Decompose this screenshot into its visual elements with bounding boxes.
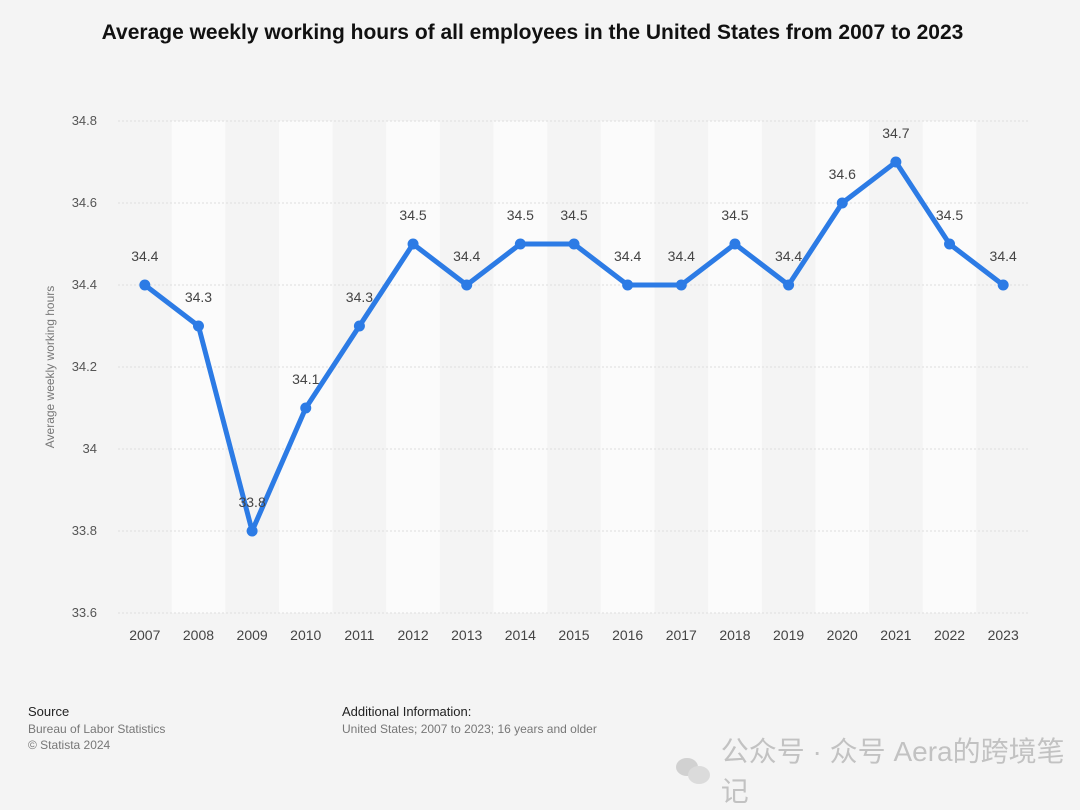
data-label-2022: 34.5: [936, 207, 963, 223]
data-point-2015: [568, 238, 580, 250]
x-tick-label: 2008: [183, 627, 214, 643]
x-tick-label: 2013: [451, 627, 482, 643]
data-point-2018: [729, 238, 741, 250]
additional-info-text: United States; 2007 to 2023; 16 years an…: [342, 722, 597, 736]
data-point-2023: [997, 279, 1009, 291]
source-block: Source Bureau of Labor Statistics © Stat…: [28, 704, 165, 753]
data-point-2017: [675, 279, 687, 291]
x-tick-label: 2017: [666, 627, 697, 643]
x-tick-label: 2007: [129, 627, 160, 643]
gridlines: [118, 120, 1030, 614]
source-line-1: Bureau of Labor Statistics: [28, 722, 166, 736]
data-labels: 34.4 34.3 33.8 34.1 34.3 34.5 34.4 34.5 34.5 34.4…: [131, 125, 1017, 510]
x-tick-label: 2010: [290, 627, 321, 643]
additional-info-block: Additional Information: United States; 2…: [342, 704, 597, 737]
data-label-2014: 34.5: [507, 207, 534, 223]
x-tick-label: 2021: [880, 627, 911, 643]
data-point-2011: [353, 320, 365, 332]
y-tick-label: 34.6: [72, 195, 97, 210]
x-tick-label: 2009: [237, 627, 268, 643]
x-tick-label: 2020: [827, 627, 858, 643]
data-point-2010: [300, 402, 312, 414]
watermark: 公众号 · 众号 Aera的跨境笔记: [676, 730, 1080, 810]
data-point-2012: [407, 238, 419, 250]
data-point-2022: [944, 238, 956, 250]
x-tick-label: 2014: [505, 627, 536, 643]
x-tick-label: 2012: [397, 627, 428, 643]
data-label-2023: 34.4: [990, 248, 1017, 264]
data-point-2009: [246, 525, 258, 537]
y-tick-label: 34: [83, 441, 97, 456]
data-label-2018: 34.5: [721, 207, 748, 223]
data-point-2019: [783, 279, 795, 291]
data-point-2013: [461, 279, 473, 291]
data-label-2013: 34.4: [453, 248, 480, 264]
y-tick-label: 34.8: [72, 113, 97, 128]
data-point-2016: [622, 279, 634, 291]
x-tick-label: 2019: [773, 627, 804, 643]
data-point-2007: [139, 279, 151, 291]
data-point-2008: [192, 320, 204, 332]
data-label-2019: 34.4: [775, 248, 802, 264]
data-label-2015: 34.5: [560, 207, 587, 223]
data-label-2021: 34.7: [882, 125, 909, 141]
wechat-icon: [676, 756, 711, 784]
data-points: [139, 156, 1009, 537]
data-point-2020: [836, 197, 848, 209]
x-tick-label: 2015: [558, 627, 589, 643]
y-tick-label: 34.2: [72, 359, 97, 374]
source-heading: Source: [28, 704, 70, 719]
data-label-2011: 34.3: [346, 289, 373, 305]
data-label-2017: 34.4: [668, 248, 695, 264]
x-tick-label: 2018: [719, 627, 750, 643]
data-label-2008: 34.3: [185, 289, 212, 305]
y-tick-label: 34.4: [72, 277, 97, 292]
data-label-2020: 34.6: [829, 166, 856, 182]
watermark-text: 公众号 · 众号 Aera的跨境笔记: [720, 736, 1065, 807]
x-tick-label: 2023: [988, 627, 1019, 643]
additional-info-heading: Additional Information:: [342, 704, 472, 719]
y-axis-label: Average weekly working hours: [43, 286, 57, 449]
x-tick-label: 2016: [612, 627, 643, 643]
data-label-2012: 34.5: [399, 207, 426, 223]
data-label-2016: 34.4: [614, 248, 641, 264]
data-point-2021: [890, 156, 902, 168]
y-tick-label: 33.6: [72, 605, 97, 620]
y-tick-label: 33.8: [72, 523, 97, 538]
x-axis-ticks: 2007 2008 2009 2010 2011 2012 2013 2014 2015 2016…: [129, 627, 1019, 643]
data-label-2009: 33.8: [238, 494, 265, 510]
data-label-2007: 34.4: [131, 248, 158, 264]
data-label-2010: 34.1: [292, 371, 319, 387]
source-line-2: © Statista 2024: [28, 738, 111, 752]
x-tick-label: 2011: [344, 627, 374, 643]
x-tick-label: 2022: [934, 627, 965, 643]
y-axis-ticks: 33.6 33.8 34 34.2 34.4 34.6 34.8: [72, 113, 97, 620]
chart-title: Average weekly working hours of all empl…: [101, 21, 964, 44]
data-point-2014: [514, 238, 526, 250]
